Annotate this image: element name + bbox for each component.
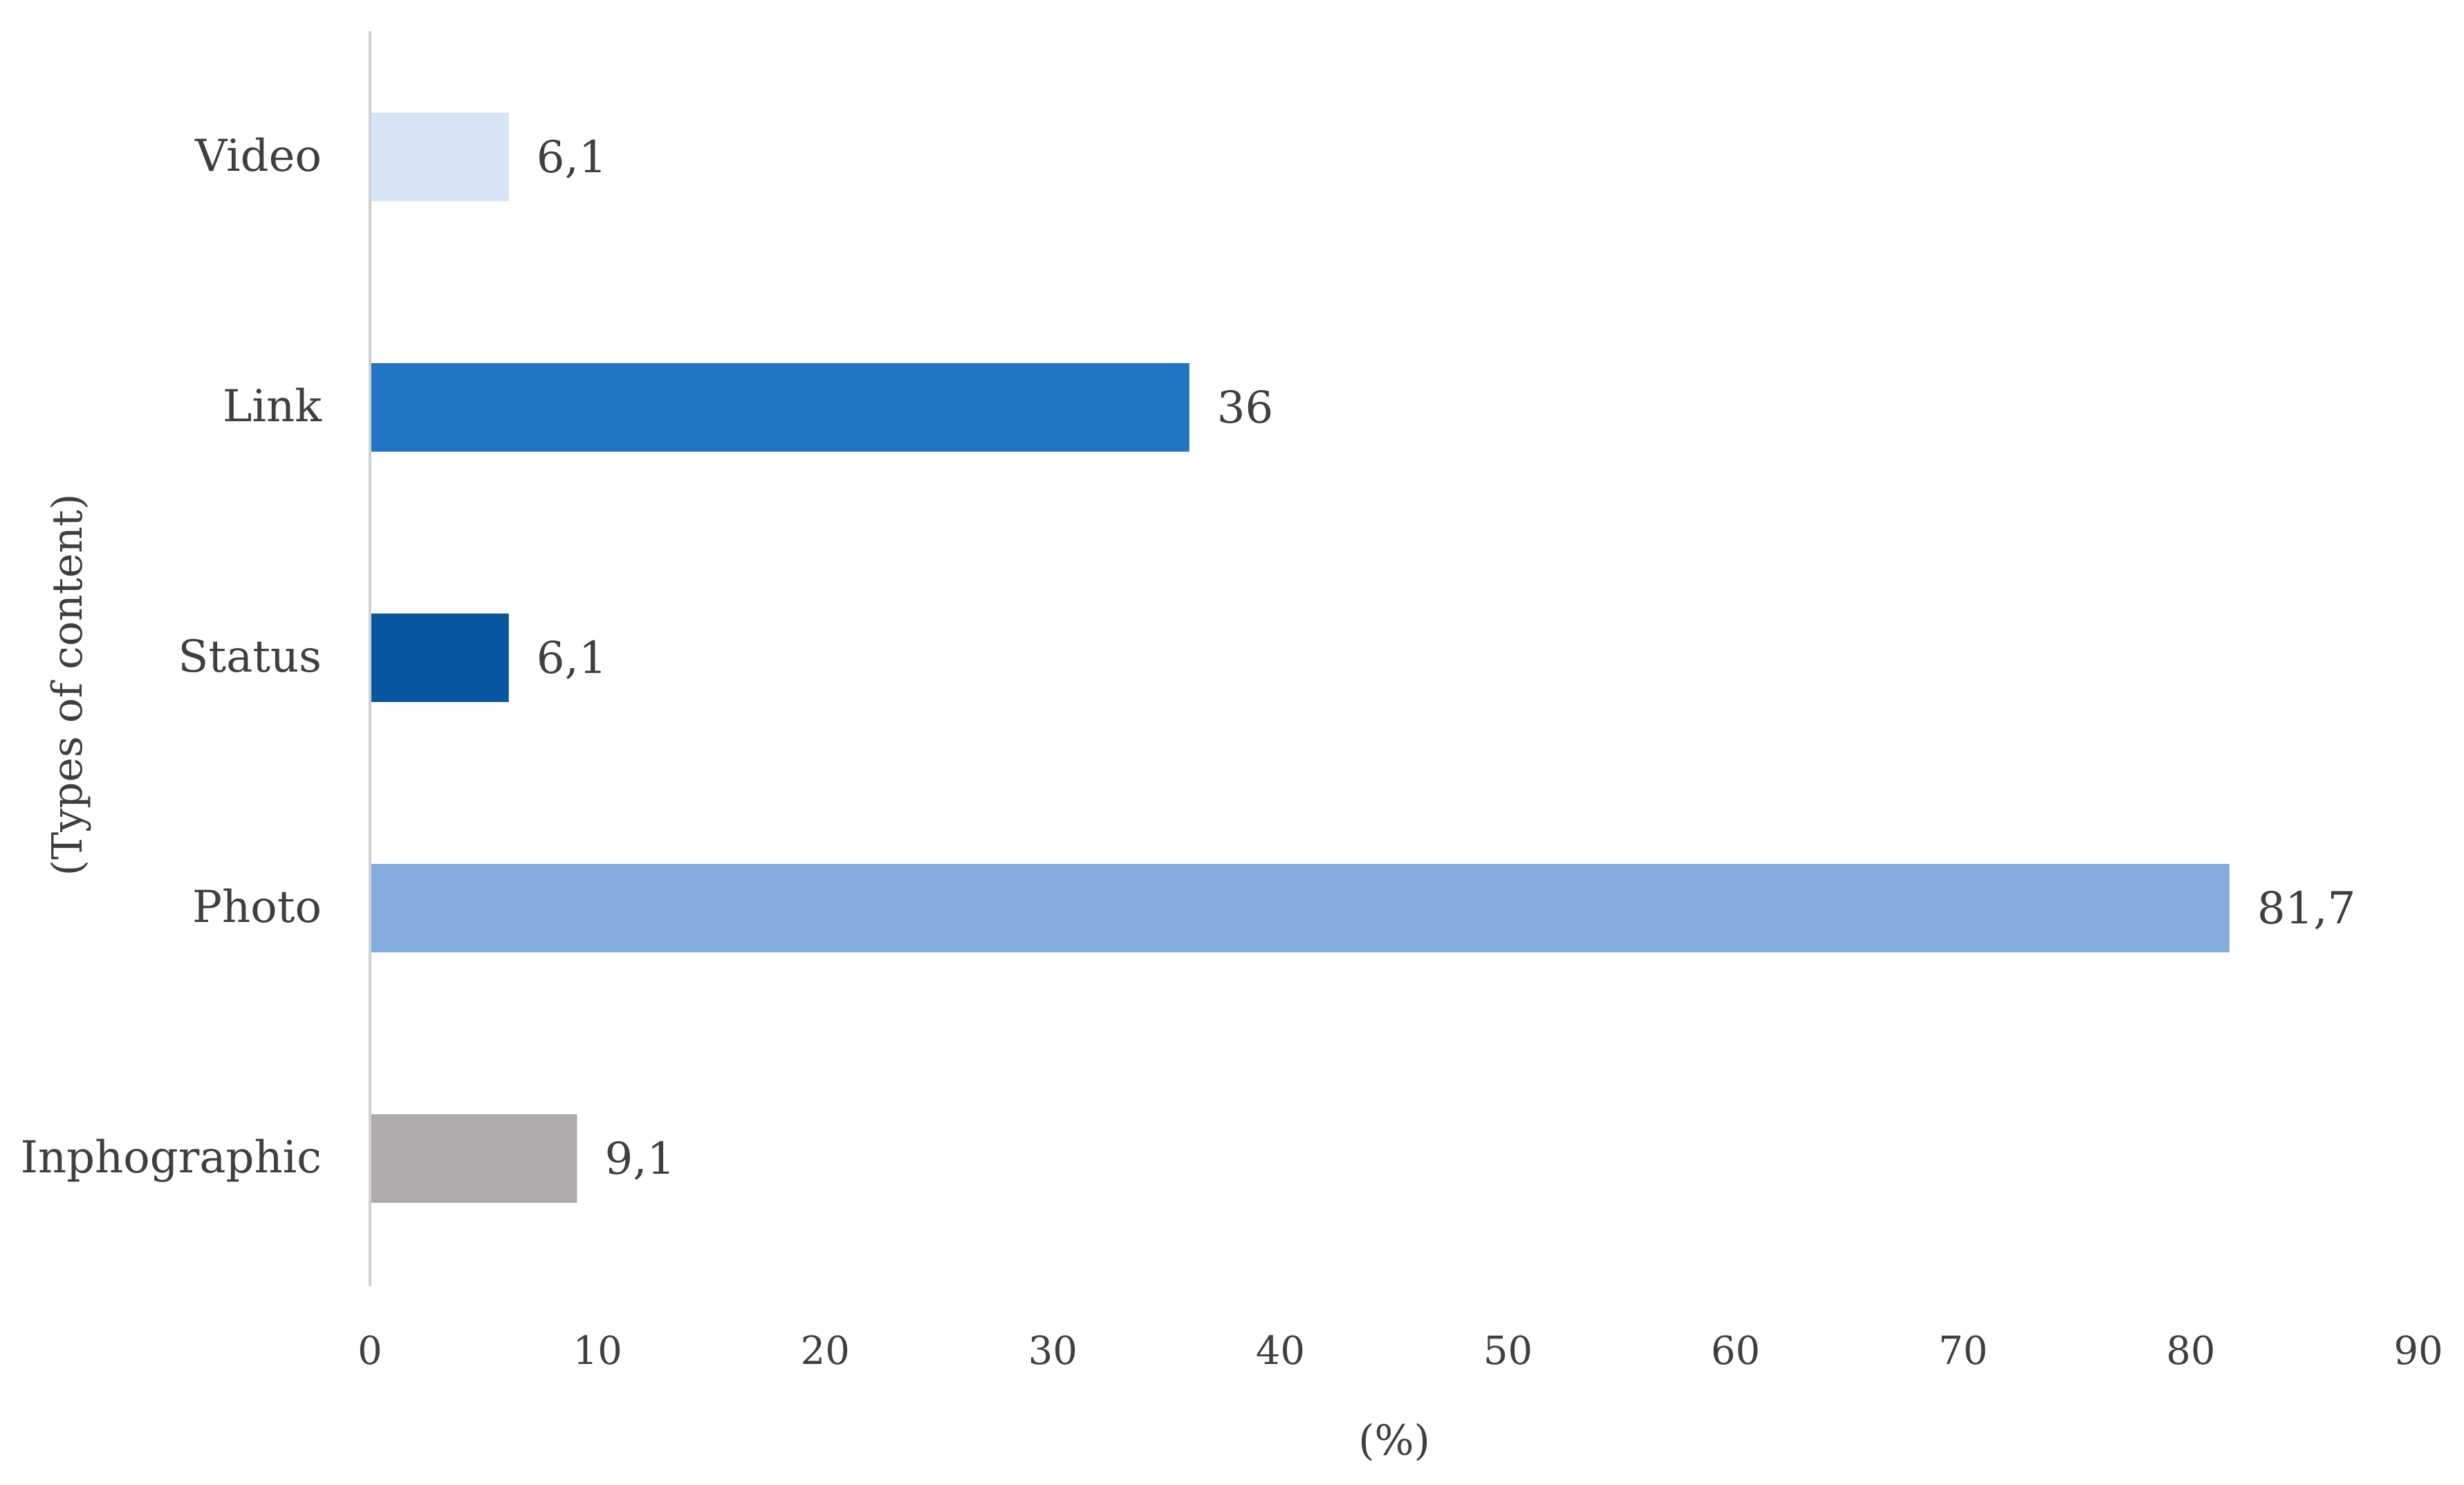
value-label-video: 6,1 — [537, 132, 607, 183]
bars — [370, 113, 2230, 1203]
bar-inphographic — [370, 1114, 577, 1203]
category-label-video: Video — [194, 131, 322, 182]
x-tick-label-70: 70 — [1938, 1329, 1988, 1374]
x-tick-label-20: 20 — [801, 1329, 850, 1374]
category-label-photo: Photo — [192, 882, 322, 933]
bar-status — [370, 614, 509, 702]
x-tick-label-60: 60 — [1711, 1329, 1760, 1374]
category-label-inphographic: Inphographic — [21, 1132, 322, 1183]
y-axis-title: (Types of content) — [44, 494, 92, 876]
x-tick-label-50: 50 — [1483, 1329, 1532, 1374]
category-label-status: Status — [178, 631, 322, 683]
x-tick-label-30: 30 — [1028, 1329, 1077, 1374]
value-label-link: 36 — [1217, 382, 1273, 434]
bar-video — [370, 113, 509, 201]
bar-link — [370, 363, 1189, 452]
x-tick-label-40: 40 — [1256, 1329, 1305, 1374]
category-labels: Video Link Status Photo Inphographic — [21, 131, 323, 1183]
x-tick-label-10: 10 — [573, 1329, 622, 1374]
value-label-status: 6,1 — [537, 633, 607, 684]
x-tick-labels: 0 10 20 30 40 50 60 70 80 90 — [358, 1329, 2443, 1374]
category-label-link: Link — [223, 381, 322, 432]
x-axis-title: (%) — [1358, 1417, 1430, 1465]
bar-photo — [370, 864, 2230, 952]
x-tick-label-80: 80 — [2166, 1329, 2215, 1374]
value-label-inphographic: 9,1 — [604, 1134, 675, 1185]
x-tick-label-0: 0 — [358, 1329, 382, 1374]
value-labels: 6,1 36 6,1 81,7 9,1 — [537, 132, 2356, 1185]
x-tick-label-90: 90 — [2393, 1329, 2443, 1374]
value-label-photo: 81,7 — [2257, 883, 2356, 934]
